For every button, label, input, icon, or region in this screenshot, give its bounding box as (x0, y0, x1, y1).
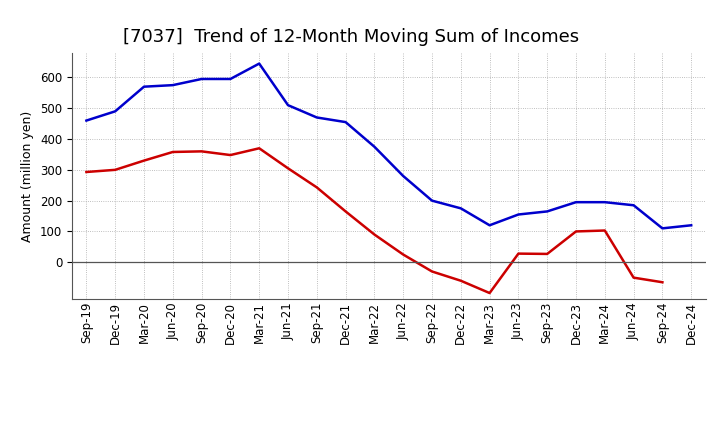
Net Income (197, 149, 206, 154)
Net Income (226, 152, 235, 158)
Ordinary Income (514, 212, 523, 217)
Net Income (485, 290, 494, 296)
Ordinary Income (341, 119, 350, 125)
Ordinary Income (168, 83, 177, 88)
Net Income (370, 232, 379, 237)
Line: Net Income: Net Income (86, 148, 662, 293)
Net Income (658, 280, 667, 285)
Ordinary Income (485, 223, 494, 228)
Net Income (140, 158, 148, 163)
Ordinary Income (82, 118, 91, 123)
Ordinary Income (399, 173, 408, 179)
Ordinary Income (226, 76, 235, 81)
Net Income (312, 185, 321, 190)
Net Income (111, 167, 120, 172)
Net Income (284, 165, 292, 171)
Net Income (600, 228, 609, 233)
Net Income (341, 209, 350, 214)
Line: Ordinary Income: Ordinary Income (86, 63, 691, 228)
Ordinary Income (543, 209, 552, 214)
Net Income (456, 278, 465, 283)
Ordinary Income (572, 200, 580, 205)
Net Income (543, 251, 552, 257)
Ordinary Income (255, 61, 264, 66)
Ordinary Income (658, 226, 667, 231)
Ordinary Income (312, 115, 321, 120)
Net Income (168, 149, 177, 154)
Net Income (514, 251, 523, 256)
Ordinary Income (197, 76, 206, 81)
Y-axis label: Amount (million yen): Amount (million yen) (22, 110, 35, 242)
Net Income (255, 146, 264, 151)
Ordinary Income (111, 109, 120, 114)
Net Income (82, 169, 91, 175)
Ordinary Income (456, 205, 465, 211)
Ordinary Income (370, 144, 379, 149)
Ordinary Income (629, 202, 638, 208)
Net Income (629, 275, 638, 280)
Ordinary Income (428, 198, 436, 203)
Ordinary Income (600, 200, 609, 205)
Net Income (399, 252, 408, 257)
Ordinary Income (687, 223, 696, 228)
Ordinary Income (140, 84, 148, 89)
Net Income (572, 229, 580, 234)
Net Income (428, 269, 436, 274)
Ordinary Income (284, 103, 292, 108)
Text: [7037]  Trend of 12-Month Moving Sum of Incomes: [7037] Trend of 12-Month Moving Sum of I… (122, 28, 579, 46)
